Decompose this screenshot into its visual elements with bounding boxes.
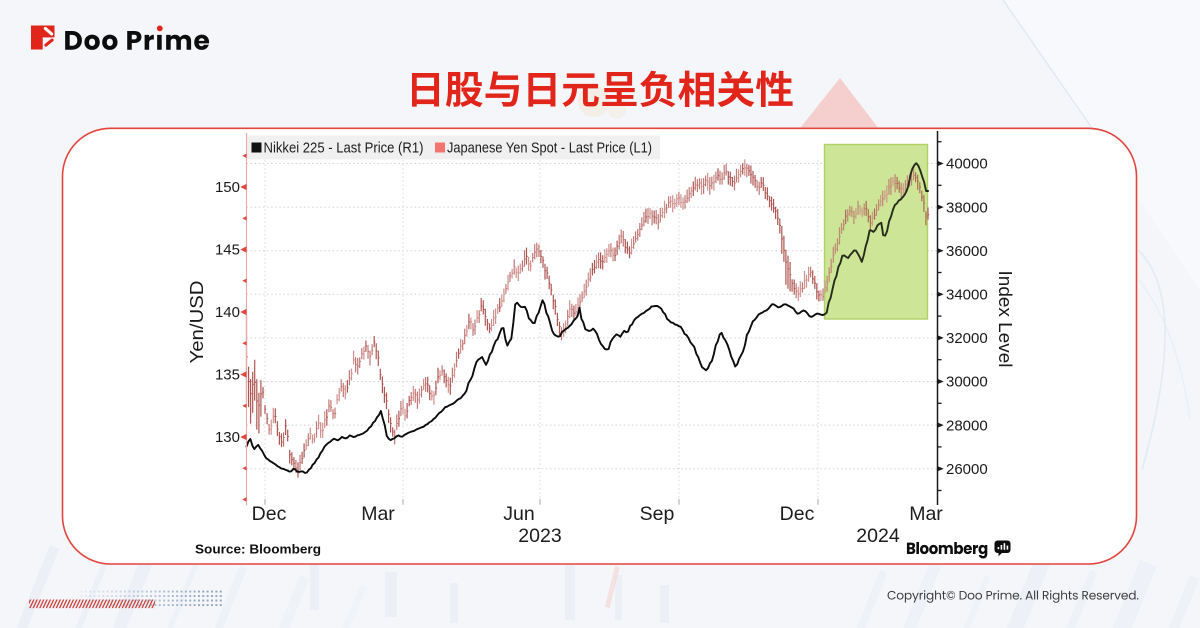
svg-text:Source: Bloomberg: Source: Bloomberg: [195, 542, 321, 557]
svg-text:Yen/USD: Yen/USD: [186, 281, 207, 364]
svg-text:30000: 30000: [946, 374, 988, 391]
svg-text:135: 135: [215, 367, 240, 384]
svg-text:140: 140: [215, 304, 240, 321]
svg-text:34000: 34000: [946, 287, 988, 304]
svg-text:38000: 38000: [946, 199, 988, 216]
svg-text:40000: 40000: [946, 156, 988, 173]
svg-text:130: 130: [215, 429, 240, 446]
svg-text:32000: 32000: [946, 330, 988, 347]
svg-text:2023: 2023: [518, 525, 561, 547]
svg-text:Sep: Sep: [640, 503, 675, 525]
svg-text:Mar: Mar: [361, 503, 395, 525]
svg-text:36000: 36000: [946, 243, 988, 260]
svg-text:26000: 26000: [946, 461, 988, 478]
svg-text:28000: 28000: [946, 417, 988, 434]
svg-text:Jun: Jun: [503, 503, 534, 525]
svg-text:150: 150: [215, 179, 240, 196]
svg-text:2024: 2024: [856, 525, 900, 547]
svg-text:Index Level: Index Level: [995, 271, 1016, 368]
svg-text:Mar: Mar: [909, 503, 943, 525]
svg-text:145: 145: [215, 242, 240, 259]
svg-text:Dec: Dec: [252, 503, 287, 525]
svg-text:Dec: Dec: [780, 503, 815, 525]
svg-text:Japanese Yen Spot - Last Price: Japanese Yen Spot - Last Price (L1): [447, 141, 652, 157]
svg-text:Nikkei 225 - Last Price (R1): Nikkei 225 - Last Price (R1): [264, 141, 424, 157]
